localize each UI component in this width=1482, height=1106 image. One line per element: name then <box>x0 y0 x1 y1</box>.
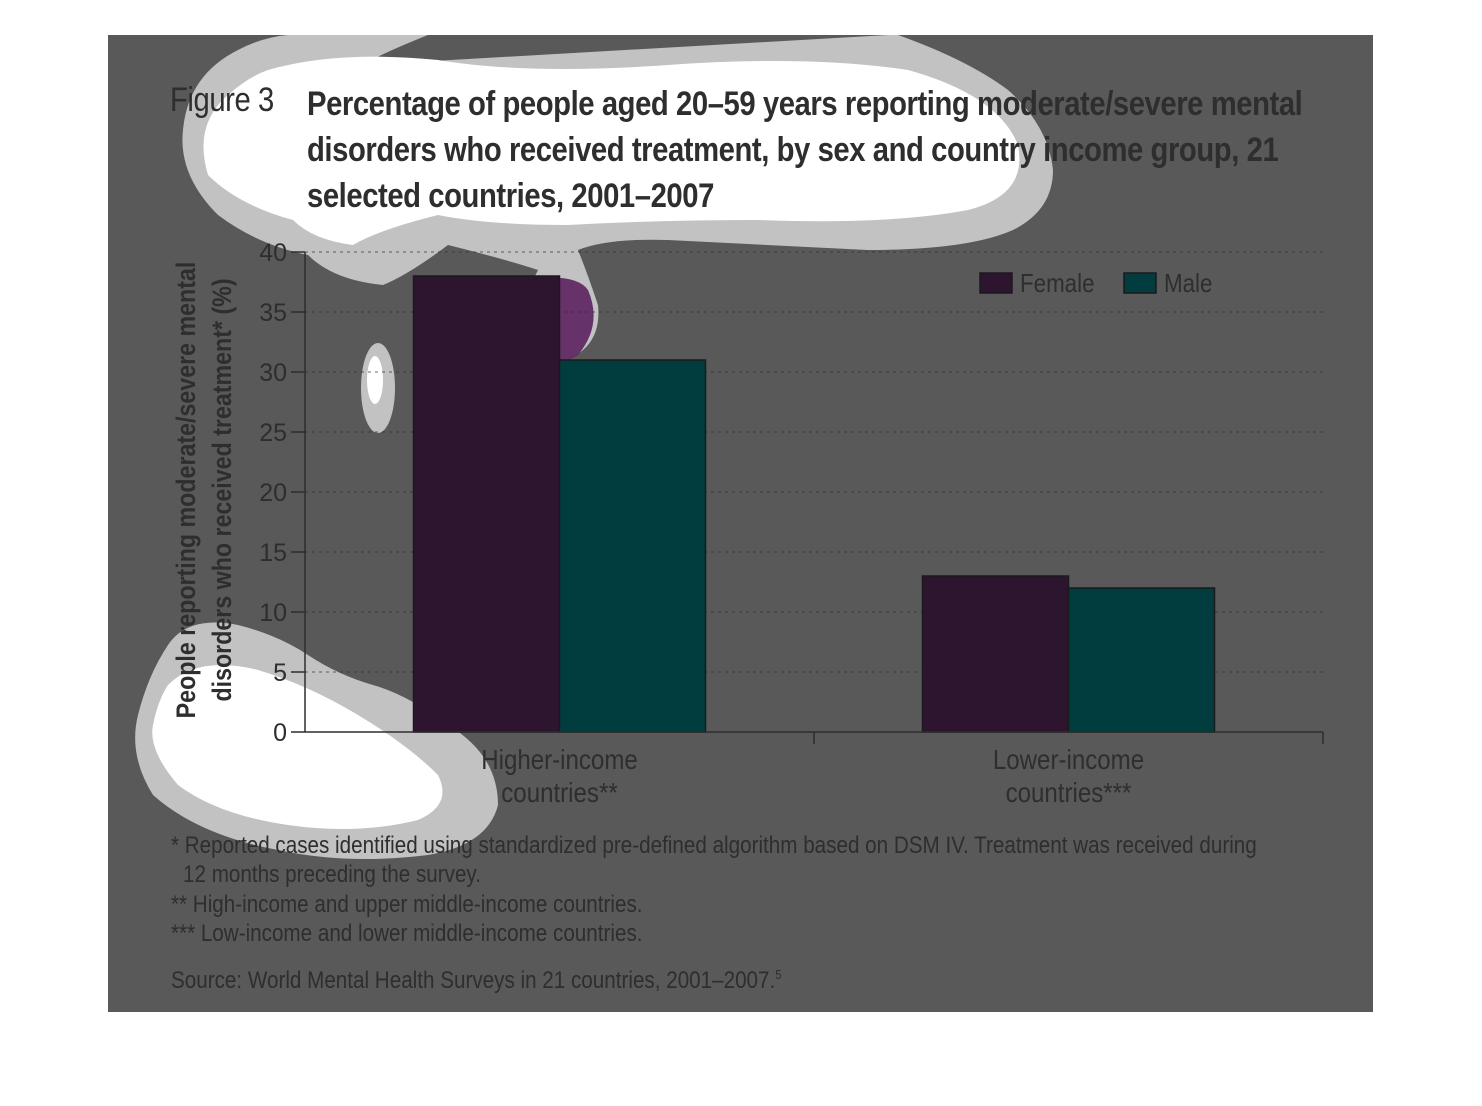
figure-label: Figure 3 <box>170 81 274 119</box>
y-tick-label: 20 <box>259 479 287 507</box>
figure-notes: * Reported cases identified using standa… <box>171 831 1289 995</box>
y-tick-labels: 0 5 10 15 20 25 30 35 40 <box>259 239 287 747</box>
footnote-3: *** Low-income and lower middle-income c… <box>171 920 643 947</box>
x-category-label: countries** <box>501 776 617 808</box>
small-oval-inner <box>367 356 383 404</box>
y-tick-label: 40 <box>259 239 287 267</box>
bar-female-1 <box>921 575 1070 733</box>
legend-label-female: Female <box>1020 269 1095 298</box>
y-tick-label: 10 <box>259 599 287 627</box>
overlay-blobs <box>135 35 1053 859</box>
y-tick-label: 5 <box>273 659 287 687</box>
y-tick-label: 25 <box>259 419 287 447</box>
x-category-label: countries*** <box>1006 776 1132 808</box>
source-reference: 5 <box>775 967 782 982</box>
top-highlight-inner <box>203 56 1020 246</box>
bottom-highlight-inner <box>152 665 443 829</box>
y-axis-label-line: People reporting moderate/severe mental <box>171 262 201 719</box>
legend-label-male: Male <box>1164 269 1212 298</box>
x-category-label: Lower-income <box>993 743 1144 775</box>
legend-swatch-female <box>979 272 1013 294</box>
bar-male-1 <box>1067 587 1216 733</box>
bar-male-0 <box>558 359 707 733</box>
bar-female-0 <box>412 275 561 733</box>
y-tick-label: 35 <box>259 299 287 327</box>
footnote-1-line-1: * Reported cases identified using standa… <box>171 832 1257 859</box>
source-text: Source: World Mental Health Surveys in 2… <box>171 967 776 994</box>
footnote-1-line-2: 12 months preceding the survey. <box>183 861 481 888</box>
y-axis-label-line: disorders who received treatment* (%) <box>207 278 237 701</box>
legend-swatch-male <box>1123 272 1157 294</box>
y-tick-label: 30 <box>259 359 287 387</box>
source-note: Source: World Mental Health Surveys in 2… <box>171 960 1289 995</box>
legend: Female Male <box>979 269 1212 298</box>
y-tick-label: 15 <box>259 539 287 567</box>
x-category-label: Higher-income <box>481 743 638 775</box>
figure-panel: Figure 3 Percentage of people aged 20–59… <box>108 35 1373 1012</box>
bars <box>412 275 1216 733</box>
figure-title: Percentage of people aged 20–59 years re… <box>307 85 1303 215</box>
axes <box>291 251 1324 744</box>
y-tick-label: 0 <box>273 719 287 747</box>
y-axis-label: People reporting moderate/severe mental d… <box>171 262 237 719</box>
footnote-2: ** High-income and upper middle-income c… <box>171 891 643 918</box>
